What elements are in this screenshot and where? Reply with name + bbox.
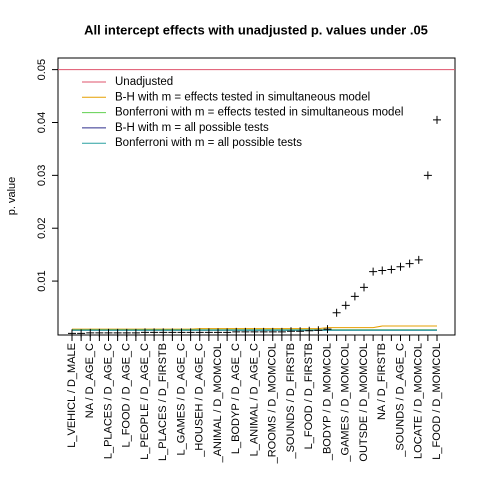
point [141, 328, 149, 337]
point [232, 327, 241, 336]
x-tick-label: L_FOOD / D_AGE_C [121, 343, 133, 448]
point [214, 328, 222, 337]
y-tick-label: 0.03 [36, 165, 48, 186]
y-axis-label: p. value [6, 177, 18, 216]
point [305, 326, 314, 335]
x-tick-label: LOCATE / D_MOMCOL [413, 343, 425, 459]
point [195, 328, 204, 337]
point [159, 328, 168, 337]
x-tick-label: L_BODYP / D_AGE_C [230, 343, 242, 454]
point [396, 262, 405, 271]
point [414, 255, 423, 264]
legend-label: Unadjusted [115, 76, 173, 88]
x-tick-label: L_FOOD / D_FIRSTB [303, 343, 315, 449]
point [314, 326, 323, 335]
point [360, 283, 368, 292]
x-tick-label: NA / D_FIRSTB [376, 343, 388, 420]
y-tick-label: 0.05 [36, 59, 48, 80]
point [186, 328, 195, 337]
point [296, 327, 305, 336]
x-tick-label: _SOUNDS / D_AGE_C [394, 343, 406, 458]
x-tick-label: OUTSDE / D_MOMCOL [358, 343, 370, 462]
point [277, 327, 286, 336]
x-tick-label: _SOUNDS / D_FIRSTB [285, 343, 297, 460]
x-tick-label: L_PLACES / D_FIRSTB [157, 343, 169, 461]
point [259, 327, 268, 336]
legend-label: Bonferroni with m = effects tested in si… [115, 107, 403, 119]
point [378, 266, 387, 275]
x-tick-label: L_PLACES / D_AGE_C [102, 343, 114, 459]
legend-label: Bonferroni with m = all possible tests [115, 137, 302, 149]
y-tick-label: 0.04 [36, 112, 48, 133]
point [369, 267, 378, 276]
x-tick-label: L_PEOPLE / D_AGE_C [139, 343, 151, 460]
point [77, 329, 86, 338]
point [332, 308, 341, 317]
point [350, 292, 359, 301]
legend-label: B-H with m = effects tested in simultane… [115, 91, 370, 103]
chart-title: All intercept effects with unadjusted p.… [84, 22, 428, 37]
x-tick-label: L_ANIMAL / D_AGE_C [248, 343, 260, 456]
point [323, 325, 332, 334]
point [177, 328, 186, 337]
y-tick-label: 0.01 [36, 270, 48, 291]
point [113, 328, 122, 337]
point [387, 265, 396, 274]
x-tick-label: _ANIMAL / D_MOMCOL [212, 343, 224, 463]
point [433, 115, 441, 124]
point [86, 328, 95, 337]
point [104, 328, 113, 337]
plot-frame [57, 57, 456, 336]
point [405, 259, 414, 268]
x-tick-label: _GAMES / D_MOMCOL [340, 343, 352, 463]
x-tick-label: L_FOOD / D_MOMCOL [431, 343, 443, 460]
point [223, 328, 232, 337]
point [131, 328, 140, 337]
point [250, 327, 259, 336]
point [122, 328, 131, 337]
point [241, 327, 250, 336]
point [68, 329, 76, 338]
point [204, 328, 213, 337]
x-tick-label: L_VEHICL / D_MALE [66, 343, 78, 448]
point [287, 327, 295, 336]
x-tick-label: L_GAMES / D_AGE_C [175, 343, 187, 456]
point [423, 171, 432, 180]
x-tick-label: _BODYP / D_MOMCOL [321, 343, 333, 461]
x-tick-label: NA / D_AGE_C [84, 343, 96, 418]
point [341, 301, 350, 310]
point [268, 327, 277, 336]
legend-label: B-H with m = all possible tests [115, 122, 269, 134]
x-tick-label: _ROOMS / D_MOMCOL [267, 343, 279, 464]
point [168, 328, 177, 337]
x-tick-label: _HOUSEH / D_AGE_C [194, 343, 206, 458]
point [95, 328, 104, 337]
y-tick-label: 0.02 [36, 218, 48, 239]
point [150, 328, 159, 337]
